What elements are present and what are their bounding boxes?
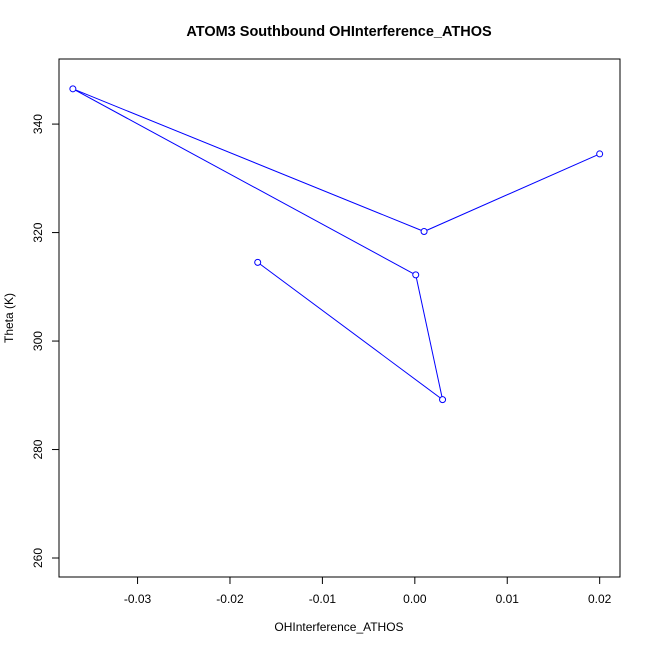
y-tick-label: 300 <box>31 331 45 351</box>
x-tick-label: -0.02 <box>216 592 244 606</box>
y-tick-label: 280 <box>31 439 45 459</box>
data-point <box>596 150 604 158</box>
x-tick-label: 0.00 <box>403 592 427 606</box>
series-line-segment <box>72 88 425 232</box>
series-layer <box>69 85 604 404</box>
series-line-segment <box>257 262 443 401</box>
y-tick-label: 340 <box>31 114 45 134</box>
plot-frame <box>58 58 621 578</box>
x-tick-label: -0.01 <box>309 592 337 606</box>
series-line-segment <box>423 153 600 232</box>
chart-title: ATOM3 Southbound OHInterference_ATHOS <box>186 24 492 40</box>
data-point <box>439 396 447 404</box>
y-axis: 260 280 300 320 340 <box>31 114 59 568</box>
data-point <box>254 258 262 266</box>
y-tick-label: 320 <box>31 222 45 242</box>
series-line-segment <box>415 274 444 400</box>
data-point <box>412 271 420 279</box>
x-axis-label: OHInterference_ATHOS <box>274 620 403 634</box>
x-tick-label: 0.02 <box>588 592 612 606</box>
y-axis-label: Theta (K) <box>2 293 16 343</box>
data-point <box>420 227 428 235</box>
series-line-segment <box>72 88 416 276</box>
x-axis: -0.03 -0.02 -0.01 0.00 0.01 0.02 <box>124 577 612 606</box>
y-tick-label: 260 <box>31 548 45 568</box>
x-tick-label: 0.01 <box>496 592 520 606</box>
x-tick-label: -0.03 <box>124 592 152 606</box>
data-point <box>69 85 77 93</box>
